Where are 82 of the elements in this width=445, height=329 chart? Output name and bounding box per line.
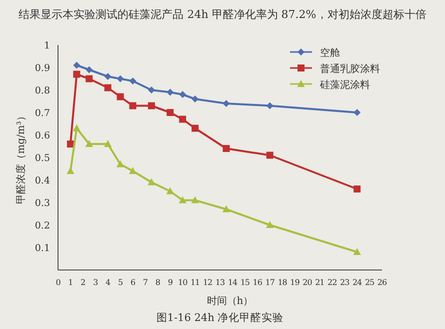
x-tick-label: 4 [106, 278, 111, 287]
y-tick-label: 0.7 [34, 108, 50, 119]
x-tick-label: 14 [228, 278, 238, 287]
point [86, 66, 93, 74]
point [73, 62, 80, 69]
point [148, 86, 155, 94]
point [354, 109, 361, 116]
point [73, 70, 80, 78]
point [354, 186, 361, 192]
x-tick-label: 13 [215, 278, 225, 287]
point [128, 167, 137, 174]
text: 图1-16 24h 净化甲醛实验 [156, 311, 284, 324]
y-tick-label: 0.4 [34, 176, 50, 186]
point [192, 96, 199, 102]
x-tick-label: 1 [68, 278, 73, 287]
x-tick-label: 12 [202, 278, 213, 287]
point [179, 91, 186, 98]
point [166, 109, 174, 116]
legend-label: 普通乳胶涂料 [320, 63, 380, 75]
point [178, 196, 186, 204]
x-tick-label: 0 [56, 278, 61, 287]
point [85, 140, 93, 147]
x-tick-label: 7 [142, 278, 148, 287]
point [129, 78, 136, 84]
point [116, 75, 124, 82]
point [191, 196, 199, 204]
point [222, 205, 230, 212]
x-tick-label: 16 [252, 278, 262, 287]
point [166, 88, 174, 96]
x-tick-label: 24 [352, 278, 362, 287]
y-tick-label: 0.6 [34, 130, 50, 142]
y-tick-label: 0.8 [34, 86, 50, 96]
x-tick-label: 25 [364, 278, 375, 287]
point [116, 160, 124, 168]
x-tick-label: 10 [178, 278, 188, 287]
x-tick-label: 23 [340, 278, 350, 287]
x-tick-label: 6 [130, 278, 136, 287]
point [266, 152, 274, 159]
point [66, 140, 74, 148]
y-tick-label: 1 [44, 40, 50, 52]
y-tick-label: 0.2 [34, 220, 50, 232]
x-tick-label: 11 [190, 278, 200, 287]
legend-label: 硅藻泥涂料 [319, 79, 370, 91]
x-tick-label: 5 [118, 278, 124, 287]
legend-label: 空舱 [320, 47, 340, 59]
y-tick-label: 0.5 [34, 153, 50, 164]
x-tick-label: 21 [315, 278, 324, 287]
x-tick-label: 26 [377, 278, 387, 287]
x-tick-label: 20 [302, 278, 312, 287]
x-tick-label: 3 [93, 278, 98, 287]
x-tick-label: 2 [80, 278, 86, 287]
point [148, 178, 156, 186]
x-tick-label: 18 [278, 278, 288, 287]
point [72, 124, 80, 132]
point [116, 93, 124, 100]
point [192, 124, 199, 132]
x-tick-label: 19 [290, 278, 300, 287]
point [222, 100, 230, 107]
point [104, 73, 112, 80]
point [129, 102, 136, 110]
y-axis-title: 甲醛浓度（mg/m³） [15, 111, 27, 204]
point [266, 221, 274, 228]
point [166, 187, 174, 194]
point [86, 75, 93, 82]
x-tick-label: 17 [265, 278, 275, 287]
point [104, 84, 112, 92]
y-tick-label: 0.9 [34, 63, 50, 74]
x-axis-title: 时间（h） [206, 295, 254, 307]
point [104, 140, 112, 147]
y-tick-label: 0.3 [34, 198, 50, 209]
x-tick-label: 8 [155, 278, 160, 287]
x-tick-label: 9 [168, 278, 173, 287]
point [266, 102, 274, 110]
y-tick-label: 0.1 [34, 243, 50, 254]
x-tick-label: 22 [328, 278, 338, 287]
point [148, 102, 155, 110]
text: 结果显示本实验测试的硅藻泥产品 24h 甲醛净化率为 87.2%，对初始浓度超标十倍 [18, 8, 426, 21]
point [179, 116, 186, 123]
x-tick-label: 15 [240, 278, 250, 287]
point [353, 248, 361, 255]
point [66, 167, 74, 174]
point [222, 145, 230, 152]
